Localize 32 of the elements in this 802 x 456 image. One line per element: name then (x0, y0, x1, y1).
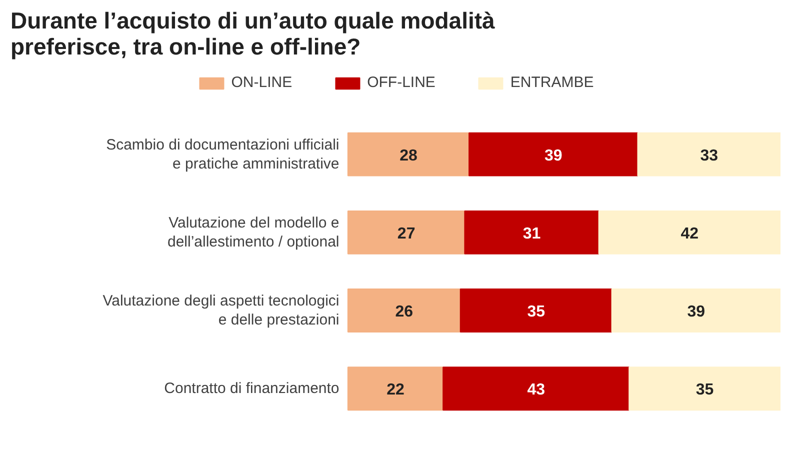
data-label: 22 (386, 382, 404, 399)
legend-label: ENTRAMBE (510, 74, 594, 91)
data-label: 31 (522, 225, 541, 242)
data-label: 35 (527, 304, 546, 321)
y-tick-label: Scambio di documentazioni ufficiali e pratiche amministrative (106, 136, 340, 172)
bar (460, 288, 612, 333)
bar (598, 210, 780, 254)
data-label: 42 (680, 225, 699, 242)
y-tick-label: Contratto di finanziamento (164, 380, 340, 398)
y-tick-label: Valutazione del modello e dell’allestimento / optional (167, 214, 340, 250)
chart-title: Durante l’acquisto di un’auto quale modalità preferisce, tra on-line e off-line? (10, 8, 496, 60)
data-label: 26 (395, 304, 414, 321)
data-label: 35 (696, 382, 714, 399)
bar (347, 366, 444, 411)
data-label: 33 (700, 147, 718, 164)
data-label: 39 (687, 304, 706, 321)
data-label: 39 (544, 147, 562, 164)
bar (347, 132, 470, 176)
legend-label: ON-LINE (231, 74, 292, 91)
bar (468, 132, 638, 176)
legend-label: OFF-LINE (367, 74, 436, 91)
data-label: 43 (527, 382, 546, 399)
bar (442, 366, 630, 411)
data-label: 28 (400, 147, 418, 164)
bar (347, 210, 466, 254)
bar (464, 210, 600, 254)
bar (611, 288, 780, 333)
y-tick-label: Valutazione degli aspetti tecnologici e delle prestazioni (102, 292, 340, 329)
data-label: 27 (397, 225, 416, 242)
bar (347, 288, 461, 333)
bar (628, 366, 780, 411)
bar (637, 132, 780, 176)
